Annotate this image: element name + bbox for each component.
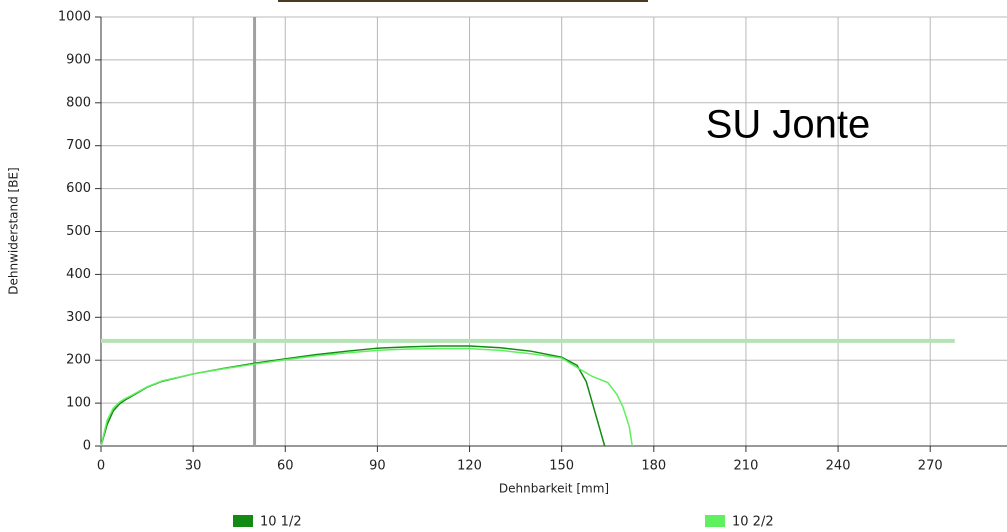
x-tick-label: 90 [369, 459, 386, 474]
y-tick-label: 600 [66, 181, 91, 196]
legend-label: 10 2/2 [732, 515, 774, 530]
x-tick-label: 0 [97, 459, 105, 474]
x-tick-label: 150 [549, 459, 574, 474]
y-tick-label: 400 [66, 267, 91, 282]
series-line [100, 347, 634, 447]
y-tick-label: 900 [66, 52, 91, 67]
grid [95, 16, 1007, 452]
x-tick-label: 270 [918, 459, 943, 474]
x-tick-label: 120 [457, 459, 482, 474]
series-line [100, 345, 606, 447]
y-tick-label: 500 [66, 224, 91, 239]
plot [100, 17, 955, 447]
legend-swatch [705, 515, 725, 527]
cropped-image-edge [278, 0, 648, 2]
x-tick-label: 180 [641, 459, 666, 474]
legend-label: 10 1/2 [260, 515, 302, 530]
y-tick-label: 300 [66, 310, 91, 325]
legend-swatch [233, 515, 253, 527]
y-tick-label: 1000 [58, 10, 91, 25]
y-tick-label: 800 [66, 95, 91, 110]
y-tick-label: 700 [66, 138, 91, 153]
x-tick-label: 30 [185, 459, 202, 474]
y-tick-label: 0 [83, 439, 91, 454]
x-axis-label: Dehnbarkeit [mm] [499, 482, 609, 496]
x-tick-label: 240 [826, 459, 851, 474]
y-tick-label: 200 [66, 353, 91, 368]
y-tick-label: 100 [66, 396, 91, 411]
y-axis-label: Dehnwiderstand [BE] [7, 167, 21, 294]
x-tick-label: 60 [277, 459, 294, 474]
annotation: SU Jonte [706, 103, 871, 147]
x-tick-label: 210 [734, 459, 759, 474]
